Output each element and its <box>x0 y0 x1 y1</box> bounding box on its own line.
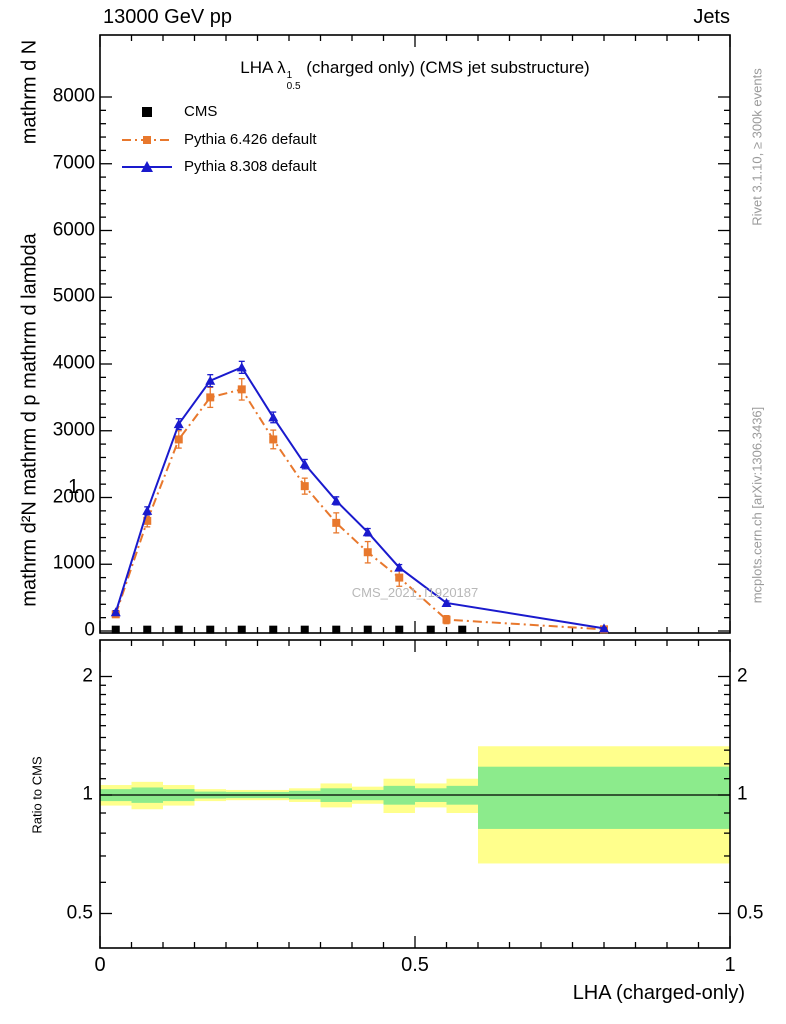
y-tick-label-7000: 7000 <box>52 152 95 174</box>
ratio-tick-left-1: 1 <box>82 783 93 805</box>
y-axis-label-one: 1 <box>68 476 80 498</box>
x-tick-label-1: 1 <box>724 954 736 976</box>
x-tick-label-0.5: 0.5 <box>401 954 429 976</box>
y-tick-label-5000: 5000 <box>52 285 95 307</box>
series-pythia8 <box>110 360 609 633</box>
legend-marker-pythia6 <box>143 136 151 144</box>
series-cms <box>111 625 467 634</box>
analysis-id-watermark: CMS_2021_I1920187 <box>351 585 479 600</box>
title-subscript: 0.5 <box>286 81 301 92</box>
green-band-bin <box>478 766 730 829</box>
legend-label-pythia8: Pythia 8.308 default <box>184 158 317 175</box>
x-tick-label-0: 0 <box>94 954 106 976</box>
title-lambda-symbol: λ <box>277 58 286 77</box>
plot-title: LHA λ 1 0.5 (charged only) (CMS jet substr… <box>100 58 730 93</box>
y-tick-label-1000: 1000 <box>52 552 95 574</box>
legend-markers <box>122 107 172 172</box>
legend-marker-cms <box>142 107 152 117</box>
y-tick-label-6000: 6000 <box>52 219 95 241</box>
legend-label-pythia6: Pythia 6.426 default <box>184 131 317 148</box>
y-axis-label-top: mathrm d N <box>18 39 41 145</box>
ratio-tick-left-0.5: 0.5 <box>66 902 93 924</box>
ratio-tick-left-2: 2 <box>82 665 93 687</box>
x-axis-title: LHA (charged-only) <box>572 982 745 1004</box>
y-tick-label-0: 0 <box>84 619 95 641</box>
mcplots-reference-note: mcplots.cern.ch [arXiv:1306.3436] <box>749 406 765 604</box>
y-tick-label-4000: 4000 <box>52 352 95 374</box>
ratio-axis-label: Ratio to CMS <box>29 756 45 834</box>
y-tick-label-8000: 8000 <box>52 85 95 107</box>
jets-label: Jets <box>693 6 730 28</box>
axis-ticks <box>99 35 731 948</box>
y-tick-label-2000: 2000 <box>52 486 95 508</box>
beam-energy-label: 13000 GeV pp <box>103 6 232 28</box>
title-supsub: 1 0.5 <box>287 70 301 93</box>
title-suffix: (charged only) (CMS jet substructure) <box>301 58 590 77</box>
legend-marker-pythia8 <box>141 161 153 172</box>
ratio-tick-right-1: 1 <box>737 783 748 805</box>
legend-label-cms: CMS <box>184 103 218 120</box>
main-panel-frame <box>99 34 731 634</box>
y-tick-label-3000: 3000 <box>52 419 95 441</box>
y-axis-label-main: mathrm d²N mathrm d p mathrm d lambda <box>18 233 41 607</box>
ratio-tick-right-2: 2 <box>737 665 748 687</box>
ratio-tick-right-0.5: 0.5 <box>737 902 764 924</box>
title-superscript: 1 <box>286 69 293 81</box>
title-prefix: LHA <box>240 58 278 77</box>
rivet-version-note: Rivet 3.1.10, ≥ 300k events <box>749 68 765 226</box>
ratio-uncertainty-bands <box>100 746 730 864</box>
